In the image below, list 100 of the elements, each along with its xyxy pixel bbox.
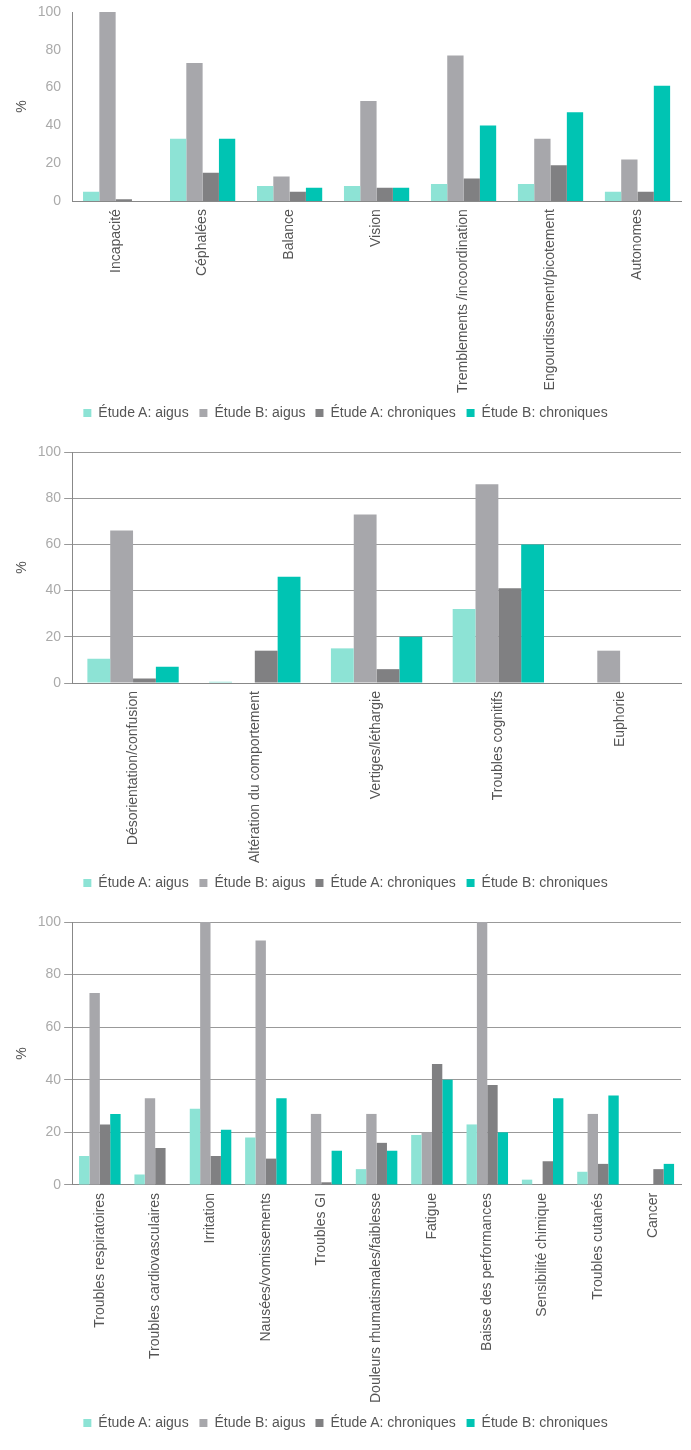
bar [497,1132,509,1185]
x-tick-label: Cancer [644,1192,661,1239]
x-tick-label: Vertiges/léthargie [367,690,384,800]
x-tick-label: Désorientation/confusion [123,691,140,846]
x-tick-label: Altération du comportement [245,690,262,864]
bar [245,1137,256,1185]
y-tick-label: 40 [45,581,62,598]
legend-label: Étude B: chroniques [481,873,608,890]
x-tick-label: Tremblements /incoordination [454,209,471,394]
y-tick-label: 100 [37,442,62,459]
bar [273,176,290,202]
x-tick-label: Troubles GI [312,1192,329,1266]
y-tick-label: 0 [53,1175,62,1192]
bar [597,650,621,683]
x-tick-label: Incapacité [106,208,123,273]
y-tick-label: 60 [45,78,62,95]
x-tick-label: Irritation [201,1192,218,1244]
bar [386,1150,398,1185]
y-tick-label: 80 [45,489,62,506]
y-tick-label: 0 [53,673,62,690]
legend-label: Étude B: chroniques [481,403,608,420]
y-tick-label: 20 [45,627,62,644]
x-tick-label: Douleurs rhumatismales/faiblesse [367,1192,384,1403]
bar [653,85,671,202]
bar [421,1132,432,1185]
y-tick-label: 20 [45,154,62,171]
bar [663,1163,675,1185]
bar [392,187,410,202]
bar [411,1134,422,1185]
legend-label: Étude A: chroniques [330,1413,456,1430]
x-tick-label: Sensibilité chimique [533,1192,550,1317]
bar [366,1113,377,1185]
y-tick-label: 60 [45,1018,62,1035]
bar [521,544,545,683]
bar [534,138,551,202]
bar [110,1113,121,1185]
bar [83,191,100,202]
x-tick-label: Baisse des performances [478,1192,495,1351]
x-tick-label: Euphorie [610,690,627,748]
y-axis-title: % [13,561,30,574]
bar [355,1169,367,1185]
y-tick-label: 40 [45,1070,62,1087]
bar [170,138,187,202]
x-tick-label: Troubles respiratoires [90,1192,107,1328]
bar [331,1150,342,1185]
bar [220,1129,232,1185]
y-tick-label: 80 [45,40,62,57]
x-tick-label: Fatigue [422,1192,439,1240]
bar [330,648,354,683]
bar [343,185,361,202]
bar [189,1108,201,1185]
bar [144,1098,156,1185]
bar [277,576,301,683]
bar [442,1079,453,1185]
x-tick-label: Troubles cardiovasculaires [146,1192,163,1359]
bar [134,1174,145,1185]
x-tick-label: Céphalées [193,209,210,277]
legend-label: Étude A: aigus [98,873,189,890]
bar [476,922,488,1185]
bar [479,125,497,202]
x-tick-label: Troubles cutanés [588,1192,605,1300]
bar [353,514,377,683]
bar [276,1098,287,1185]
bar [577,1171,588,1185]
legend-label: Étude A: chroniques [330,403,456,420]
bar [553,1098,564,1185]
legend-label: Étude B: aigus [214,1413,306,1430]
x-tick-label: Vision [367,209,384,247]
legend-label: Étude B: aigus [214,873,306,890]
bar [310,1113,322,1185]
legend-label: Étude A: aigus [98,1413,189,1430]
x-tick-label: Autonomes [628,209,645,280]
bar [447,55,464,202]
bar [79,1155,90,1185]
y-tick-label: 60 [45,535,62,552]
bar [430,184,448,202]
legend-label: Étude B: chroniques [481,1413,608,1430]
bar [517,184,535,202]
bar [110,530,134,683]
bar [99,12,116,202]
bar [621,159,638,202]
x-tick-label: Troubles cognitifs [489,691,506,801]
bar [399,636,423,683]
bar [255,940,266,1185]
x-tick-label: Balance [280,208,297,260]
y-tick-label: 20 [45,1123,62,1140]
legend-label: Étude A: aigus [98,403,189,420]
bar [604,191,622,202]
bar [566,112,584,202]
bar [466,1124,477,1185]
bar [155,666,179,683]
bar [608,1095,619,1185]
y-tick-label: 40 [45,116,62,133]
y-axis-title: % [13,1047,30,1060]
bar [218,138,236,202]
x-tick-label: Nausées/vomissements [256,1192,273,1342]
y-tick-label: 0 [53,191,62,208]
bar [452,609,476,683]
legend-label: Étude A: chroniques [330,873,456,890]
bar [256,185,274,202]
